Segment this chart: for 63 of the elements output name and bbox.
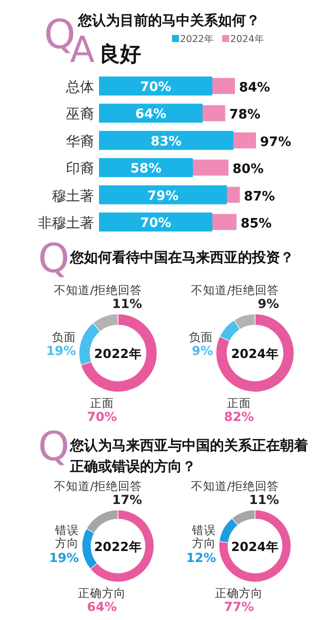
text: 2022年	[94, 346, 142, 361]
data-label: 70%	[87, 409, 118, 424]
data-label: 64%	[135, 107, 166, 122]
data-label: 19%	[46, 343, 76, 358]
slice-label: 正面	[90, 396, 114, 410]
slice-label: 错误方向	[191, 523, 216, 550]
data-label: 9%	[258, 296, 280, 311]
bar	[99, 158, 193, 178]
donut-slice	[216, 314, 294, 392]
slice-label: 负面	[189, 330, 213, 344]
data-label: 78%	[229, 108, 260, 123]
text: Q	[38, 424, 70, 470]
data-label: 11%	[249, 492, 280, 507]
data-label: 84%	[238, 80, 270, 96]
text: 2024年	[231, 539, 279, 554]
donut-slice	[218, 510, 292, 582]
chart-title: 您认为目前的马中关系如何？	[77, 12, 260, 29]
data-label: 77%	[224, 599, 254, 614]
data-label: 83%	[150, 134, 182, 150]
text: 2022年	[94, 539, 142, 554]
bar	[99, 185, 227, 204]
data-label: 70%	[140, 80, 172, 95]
slice-label: 负面	[52, 330, 76, 344]
slice-label: 正面	[227, 396, 251, 410]
data-label: 12%	[186, 550, 216, 565]
legend-label: 2024年	[230, 33, 264, 45]
slice-label: 正确方向	[78, 586, 126, 600]
text: 您认为马来西亚与中国的关系正在朝着正确或错误的方向？	[69, 437, 308, 475]
data-label: 17%	[112, 492, 142, 507]
legend-label: 2022年	[180, 33, 214, 45]
text: Q	[38, 236, 70, 282]
data-label: 87%	[244, 189, 275, 204]
data-label: 80%	[232, 162, 264, 178]
text: 2024年	[231, 346, 279, 361]
slice-label: 错误方向	[54, 523, 79, 550]
y-tick-label: 非穆土著	[38, 216, 94, 232]
chart-subtitle: 良好	[99, 42, 141, 66]
data-label: 82%	[224, 409, 254, 424]
slice-label: 不知道/拒绝回答	[191, 283, 279, 297]
y-tick-label: 穆土著	[52, 188, 94, 204]
y-tick-label: 印裔	[66, 161, 94, 178]
data-label: 70%	[140, 216, 172, 231]
chart-title: 您如何看待中国在马来西亚的投资？	[69, 249, 294, 266]
y-tick-label: 华裔	[66, 134, 94, 150]
bar	[99, 76, 212, 96]
data-label: 9%	[192, 343, 214, 358]
y-tick-label: 总体	[65, 80, 94, 96]
donut-slice	[80, 314, 158, 392]
data-label: 85%	[240, 216, 272, 232]
y-tick-label: 巫裔	[66, 106, 94, 123]
data-label: 11%	[112, 296, 142, 311]
data-label: 79%	[147, 188, 178, 204]
slice-label: 不知道/拒绝回答	[54, 283, 142, 297]
data-label: 64%	[87, 599, 118, 614]
bar	[99, 212, 212, 232]
bar	[99, 130, 234, 150]
data-label: 19%	[49, 550, 80, 565]
slice-label: 正确方向	[215, 586, 263, 600]
data-label: 97%	[260, 134, 292, 150]
slice-label: 不知道/拒绝回答	[191, 479, 279, 493]
bar	[99, 104, 203, 123]
data-label: 58%	[130, 162, 162, 177]
slice-label: 不知道/拒绝回答	[54, 479, 142, 493]
